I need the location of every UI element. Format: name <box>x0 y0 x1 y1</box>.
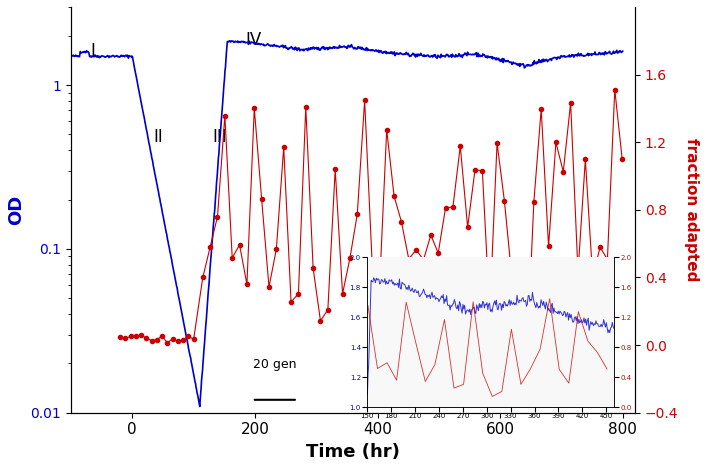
Text: III: III <box>212 128 227 146</box>
Y-axis label: fraction adapted: fraction adapted <box>684 138 699 282</box>
Text: 20 gen: 20 gen <box>253 358 297 371</box>
Text: II: II <box>154 128 164 146</box>
Text: IV: IV <box>246 31 262 49</box>
Y-axis label: OD: OD <box>7 195 25 225</box>
X-axis label: Time (hr): Time (hr) <box>306 443 400 461</box>
Text: I: I <box>90 42 95 60</box>
